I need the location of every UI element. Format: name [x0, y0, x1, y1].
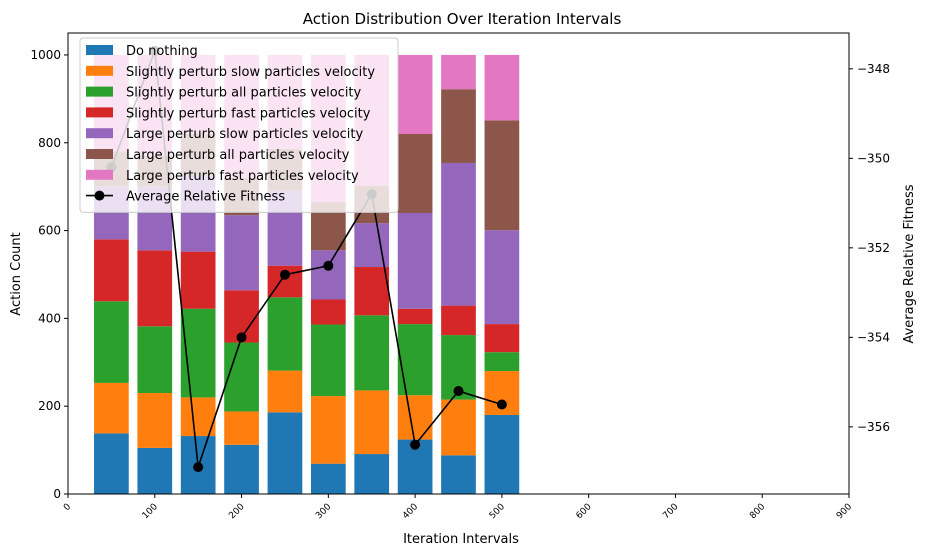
legend-swatch-1 [86, 45, 113, 55]
bar-segment-2-100 [137, 393, 173, 448]
bar-segment-1-250 [267, 412, 303, 494]
bar-segment-1-100 [137, 447, 173, 494]
bar-segment-6-400 [397, 133, 433, 214]
bar-segment-2-300 [310, 396, 346, 464]
bar-segment-7-400 [397, 54, 433, 134]
bar-segment-4-400 [397, 308, 433, 325]
bar-segment-5-450 [441, 162, 476, 306]
y-tick-label-400: 400 [38, 311, 61, 325]
bar-segment-3-200 [224, 342, 259, 412]
bar-segment-3-300 [310, 324, 346, 397]
bar-segment-4-350 [354, 267, 390, 316]
fitness-marker-250 [279, 269, 290, 280]
bar-segment-5-200 [224, 215, 259, 291]
y-axis-right: −348 −350 −352 −354 −356 [849, 62, 890, 434]
legend-label-2: Slightly perturb slow particles velocity [126, 65, 375, 80]
fitness-line [110, 50, 503, 468]
legend-label-6: Large perturb all particles velocity [126, 148, 350, 163]
y-tick-label-1000: 1000 [30, 48, 61, 62]
y2-tick-label-0: −348 [857, 62, 890, 76]
bar-segment-2-50 [94, 382, 129, 434]
bar-segment-3-350 [354, 315, 390, 391]
legend-box [79, 37, 399, 213]
bar-segment-2-150 [180, 397, 216, 437]
bar-segment-4-300 [310, 299, 346, 325]
bar-segment-6-500 [484, 120, 520, 231]
legend-swatch-6 [86, 149, 113, 159]
bar-segment-7-500 [484, 54, 520, 121]
x-axis-label: Iteration Intervals [403, 532, 519, 547]
bar-segment-1-300 [310, 463, 346, 494]
legend-line-marker [94, 190, 105, 201]
bar-segment-2-200 [224, 411, 259, 445]
fitness-marker-150 [193, 462, 204, 473]
x-tick-label-0: 0 [62, 502, 73, 513]
bar-segment-3-400 [397, 324, 433, 396]
legend-label-3: Slightly perturb all particles velocity [126, 86, 362, 101]
bar-segment-4-150 [180, 251, 216, 309]
y-tick-label-600: 600 [38, 224, 61, 238]
bar-segment-1-500 [484, 414, 520, 494]
y-axis-label: Action Count [9, 232, 24, 315]
legend-swatch-3 [86, 86, 113, 97]
y-tick-label-200: 200 [38, 399, 61, 413]
bar-segment-4-100 [137, 250, 173, 327]
bar-segment-4-50 [94, 239, 129, 302]
bar-segment-3-50 [94, 301, 129, 383]
y-tick-label-0: 0 [53, 487, 61, 501]
fitness-marker-300 [323, 260, 334, 271]
y2-tick-label-3: −354 [857, 330, 890, 344]
x-axis: 0 100 200 300 400 500 600 700 800 900 [62, 494, 854, 521]
y2-tick-label-4: −356 [857, 420, 890, 434]
bar-segment-1-200 [224, 444, 259, 494]
fitness-marker-450 [453, 386, 464, 397]
legend-swatch-7 [86, 169, 113, 180]
bar-segment-1-450 [441, 455, 476, 494]
legend-swatch-5 [86, 128, 113, 139]
fitness-marker-200 [236, 332, 247, 343]
bar-segment-6-450 [441, 89, 476, 163]
fitness-marker-400 [410, 439, 421, 450]
chart-title: Action Distribution Over Iteration Inter… [303, 10, 622, 28]
y2-tick-label-1: −350 [857, 151, 890, 165]
bar-segment-2-450 [441, 399, 476, 456]
plot-frame [67, 32, 850, 495]
bar-segment-4-500 [484, 324, 520, 353]
y2-axis-label: Average Relative Fitness [902, 184, 917, 343]
legend-swatch-4 [86, 107, 113, 118]
bar-segment-1-350 [354, 454, 390, 494]
bar-segment-7-450 [441, 54, 476, 90]
bar-segment-3-250 [267, 297, 303, 371]
fitness-marker-500 [496, 399, 507, 410]
bar-segment-5-500 [484, 230, 520, 325]
y-axis-left: 0 200 400 600 800 1000 [30, 48, 68, 501]
bar-segment-2-350 [354, 390, 390, 455]
y-tick-label-800: 800 [38, 136, 61, 150]
bar-segment-4-450 [441, 305, 476, 336]
legend-label-7: Large perturb fast particles velocity [126, 169, 359, 184]
legend: Do nothing Slightly perturb slow particle… [79, 37, 399, 213]
bar-segment-5-400 [397, 213, 433, 309]
legend-swatch-2 [86, 65, 113, 76]
bar-segment-3-100 [137, 326, 173, 394]
bar-segment-2-400 [397, 395, 433, 440]
bar-segment-3-500 [484, 352, 520, 372]
y2-tick-label-2: −352 [857, 241, 890, 255]
bar-segment-5-300 [310, 250, 346, 300]
legend-label-5: Large perturb slow particles velocity [126, 127, 364, 142]
legend-label-1: Do nothing [126, 44, 198, 59]
bar-segment-2-250 [267, 370, 303, 413]
legend-label-4: Slightly perturb fast particles velocity [126, 106, 371, 121]
bar-segment-1-50 [94, 433, 129, 494]
legend-label-fitness: Average Relative Fitness [126, 190, 285, 205]
